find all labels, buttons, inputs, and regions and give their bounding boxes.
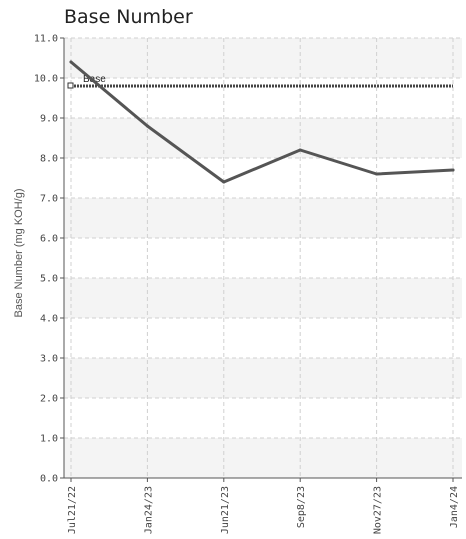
data-point: [298, 148, 302, 152]
plot-band: [64, 358, 462, 398]
y-tick-label: 3.0: [40, 354, 58, 365]
y-tick-label: 6.0: [40, 234, 58, 245]
y-axis-label: Base Number (mg KOH/g): [13, 189, 25, 318]
plot-band: [64, 118, 462, 158]
y-tick-label: 10.0: [34, 74, 58, 85]
plot-bands: [64, 38, 462, 478]
data-point: [375, 172, 379, 176]
data-point: [145, 124, 149, 128]
y-tick-label: 7.0: [40, 194, 58, 205]
y-tick-label: 1.0: [40, 434, 58, 445]
y-tick-label: 4.0: [40, 314, 58, 325]
x-tick-label: Jul21/22: [67, 486, 78, 534]
data-point: [222, 180, 226, 184]
axes: [60, 37, 462, 482]
chart-title: Base Number: [64, 6, 193, 28]
x-tick-label: Jan24/23: [143, 486, 154, 534]
y-tick-label: 11.0: [34, 34, 58, 45]
reference-label: Base: [83, 74, 106, 85]
x-tick-label: Nov27/23: [373, 486, 384, 534]
x-tick-labels: Jul21/22 Jan24/23 Jun21/23 Sep8/23 Nov27/23 J…: [67, 486, 460, 534]
plot-band: [64, 38, 462, 78]
x-tick-label: Jan4/24: [449, 486, 460, 528]
series-line: [69, 60, 455, 184]
data-point: [451, 168, 455, 172]
plot-band: [64, 278, 462, 318]
y-tick-label: 5.0: [40, 274, 58, 285]
data-point: [69, 60, 73, 64]
plot-band: [64, 198, 462, 238]
x-tick-label: Sep8/23: [296, 486, 307, 528]
y-tick-label: 2.0: [40, 394, 58, 405]
reference-line-group: Base: [67, 74, 453, 89]
x-tick-label: Jun21/23: [220, 486, 231, 534]
y-tick-labels: 0.0 1.0 2.0 3.0 4.0 5.0 6.0 7.0 8.0 9.0 10.0 11.0: [34, 34, 58, 485]
y-tick-label: 8.0: [40, 154, 58, 165]
plot-band: [64, 438, 462, 478]
y-tick-label: 0.0: [40, 474, 58, 485]
reference-marker: [67, 82, 74, 89]
grid-lines: [64, 37, 462, 479]
y-tick-label: 9.0: [40, 114, 58, 125]
series-group: [69, 60, 455, 184]
